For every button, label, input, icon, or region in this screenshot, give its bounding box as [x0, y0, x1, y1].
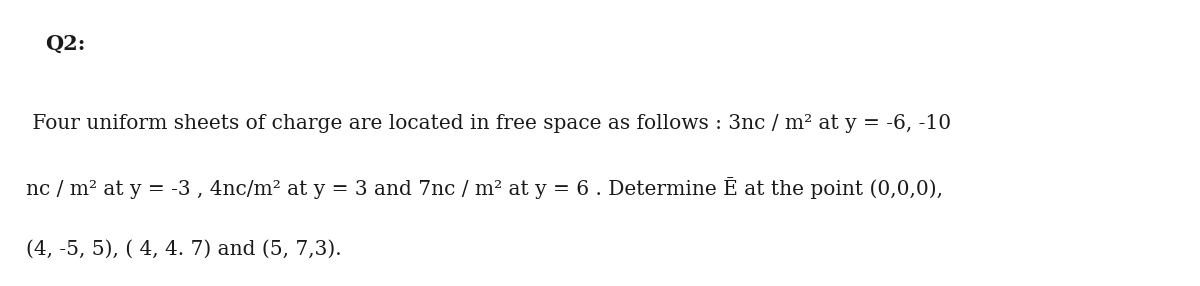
- Text: nc / m² at y = -3 , 4nc/m² at y = 3 and 7nc / m² at y = 6 . Determine Ē at the p: nc / m² at y = -3 , 4nc/m² at y = 3 and …: [26, 177, 943, 199]
- Text: Four uniform sheets of charge are located in free space as follows : 3nc / m² at: Four uniform sheets of charge are locate…: [26, 114, 952, 133]
- Text: Q2:: Q2:: [46, 34, 86, 54]
- Text: (4, -5, 5), ( 4, 4. 7) and (5, 7,3).: (4, -5, 5), ( 4, 4. 7) and (5, 7,3).: [26, 240, 342, 259]
